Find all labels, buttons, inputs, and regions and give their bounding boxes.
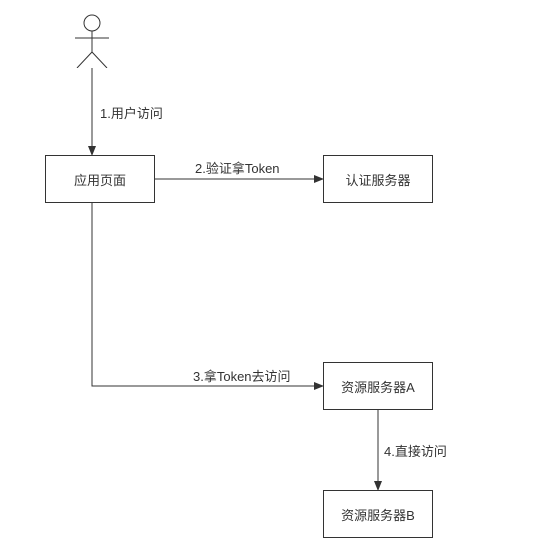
node-label: 认证服务器 (345, 170, 410, 189)
node-app_page: 应用页面 (45, 155, 155, 203)
node-res_a: 资源服务器A (323, 362, 433, 410)
edge-lines (0, 0, 533, 556)
node-auth_server: 认证服务器 (323, 155, 433, 203)
edge-line (92, 203, 323, 386)
edge-label: 4.直接访问 (384, 441, 447, 460)
edge-label: 1.用户访问 (100, 103, 163, 122)
edge-label: 3.拿Token去访问 (193, 366, 291, 385)
actor-icon (75, 14, 109, 68)
edge-label: 2.验证拿Token (195, 158, 280, 177)
node-label: 资源服务器B (341, 505, 415, 524)
node-label: 资源服务器A (341, 377, 415, 396)
node-label: 应用页面 (74, 170, 126, 189)
node-res_b: 资源服务器B (323, 490, 433, 538)
diagram-canvas: 应用页面 认证服务器资源服务器A 资源服务器B 1.用户访问 2.验证拿Token 3.… (0, 0, 533, 556)
